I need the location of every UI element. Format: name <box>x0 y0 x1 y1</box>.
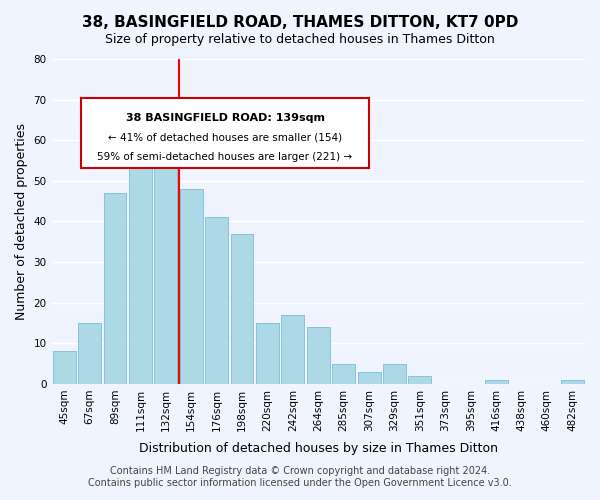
Bar <box>104 193 127 384</box>
Bar <box>180 189 203 384</box>
Bar <box>332 364 355 384</box>
Bar <box>154 144 177 384</box>
Text: 38 BASINGFIELD ROAD: 139sqm: 38 BASINGFIELD ROAD: 139sqm <box>125 113 325 123</box>
Bar <box>205 218 228 384</box>
X-axis label: Distribution of detached houses by size in Thames Ditton: Distribution of detached houses by size … <box>139 442 498 455</box>
Bar <box>281 315 304 384</box>
Bar <box>409 376 431 384</box>
Bar <box>561 380 584 384</box>
Text: ← 41% of detached houses are smaller (154): ← 41% of detached houses are smaller (15… <box>108 133 342 143</box>
Bar <box>53 352 76 384</box>
Text: 38, BASINGFIELD ROAD, THAMES DITTON, KT7 0PD: 38, BASINGFIELD ROAD, THAMES DITTON, KT7… <box>82 15 518 30</box>
Bar <box>256 323 279 384</box>
Bar <box>230 234 253 384</box>
Bar <box>383 364 406 384</box>
Bar <box>307 327 330 384</box>
Text: Contains HM Land Registry data © Crown copyright and database right 2024.
Contai: Contains HM Land Registry data © Crown c… <box>88 466 512 487</box>
Bar <box>129 132 152 384</box>
Text: 59% of semi-detached houses are larger (221) →: 59% of semi-detached houses are larger (… <box>97 152 353 162</box>
Y-axis label: Number of detached properties: Number of detached properties <box>15 123 28 320</box>
Bar <box>78 323 101 384</box>
Text: Size of property relative to detached houses in Thames Ditton: Size of property relative to detached ho… <box>105 32 495 46</box>
Bar <box>358 372 380 384</box>
Bar <box>485 380 508 384</box>
